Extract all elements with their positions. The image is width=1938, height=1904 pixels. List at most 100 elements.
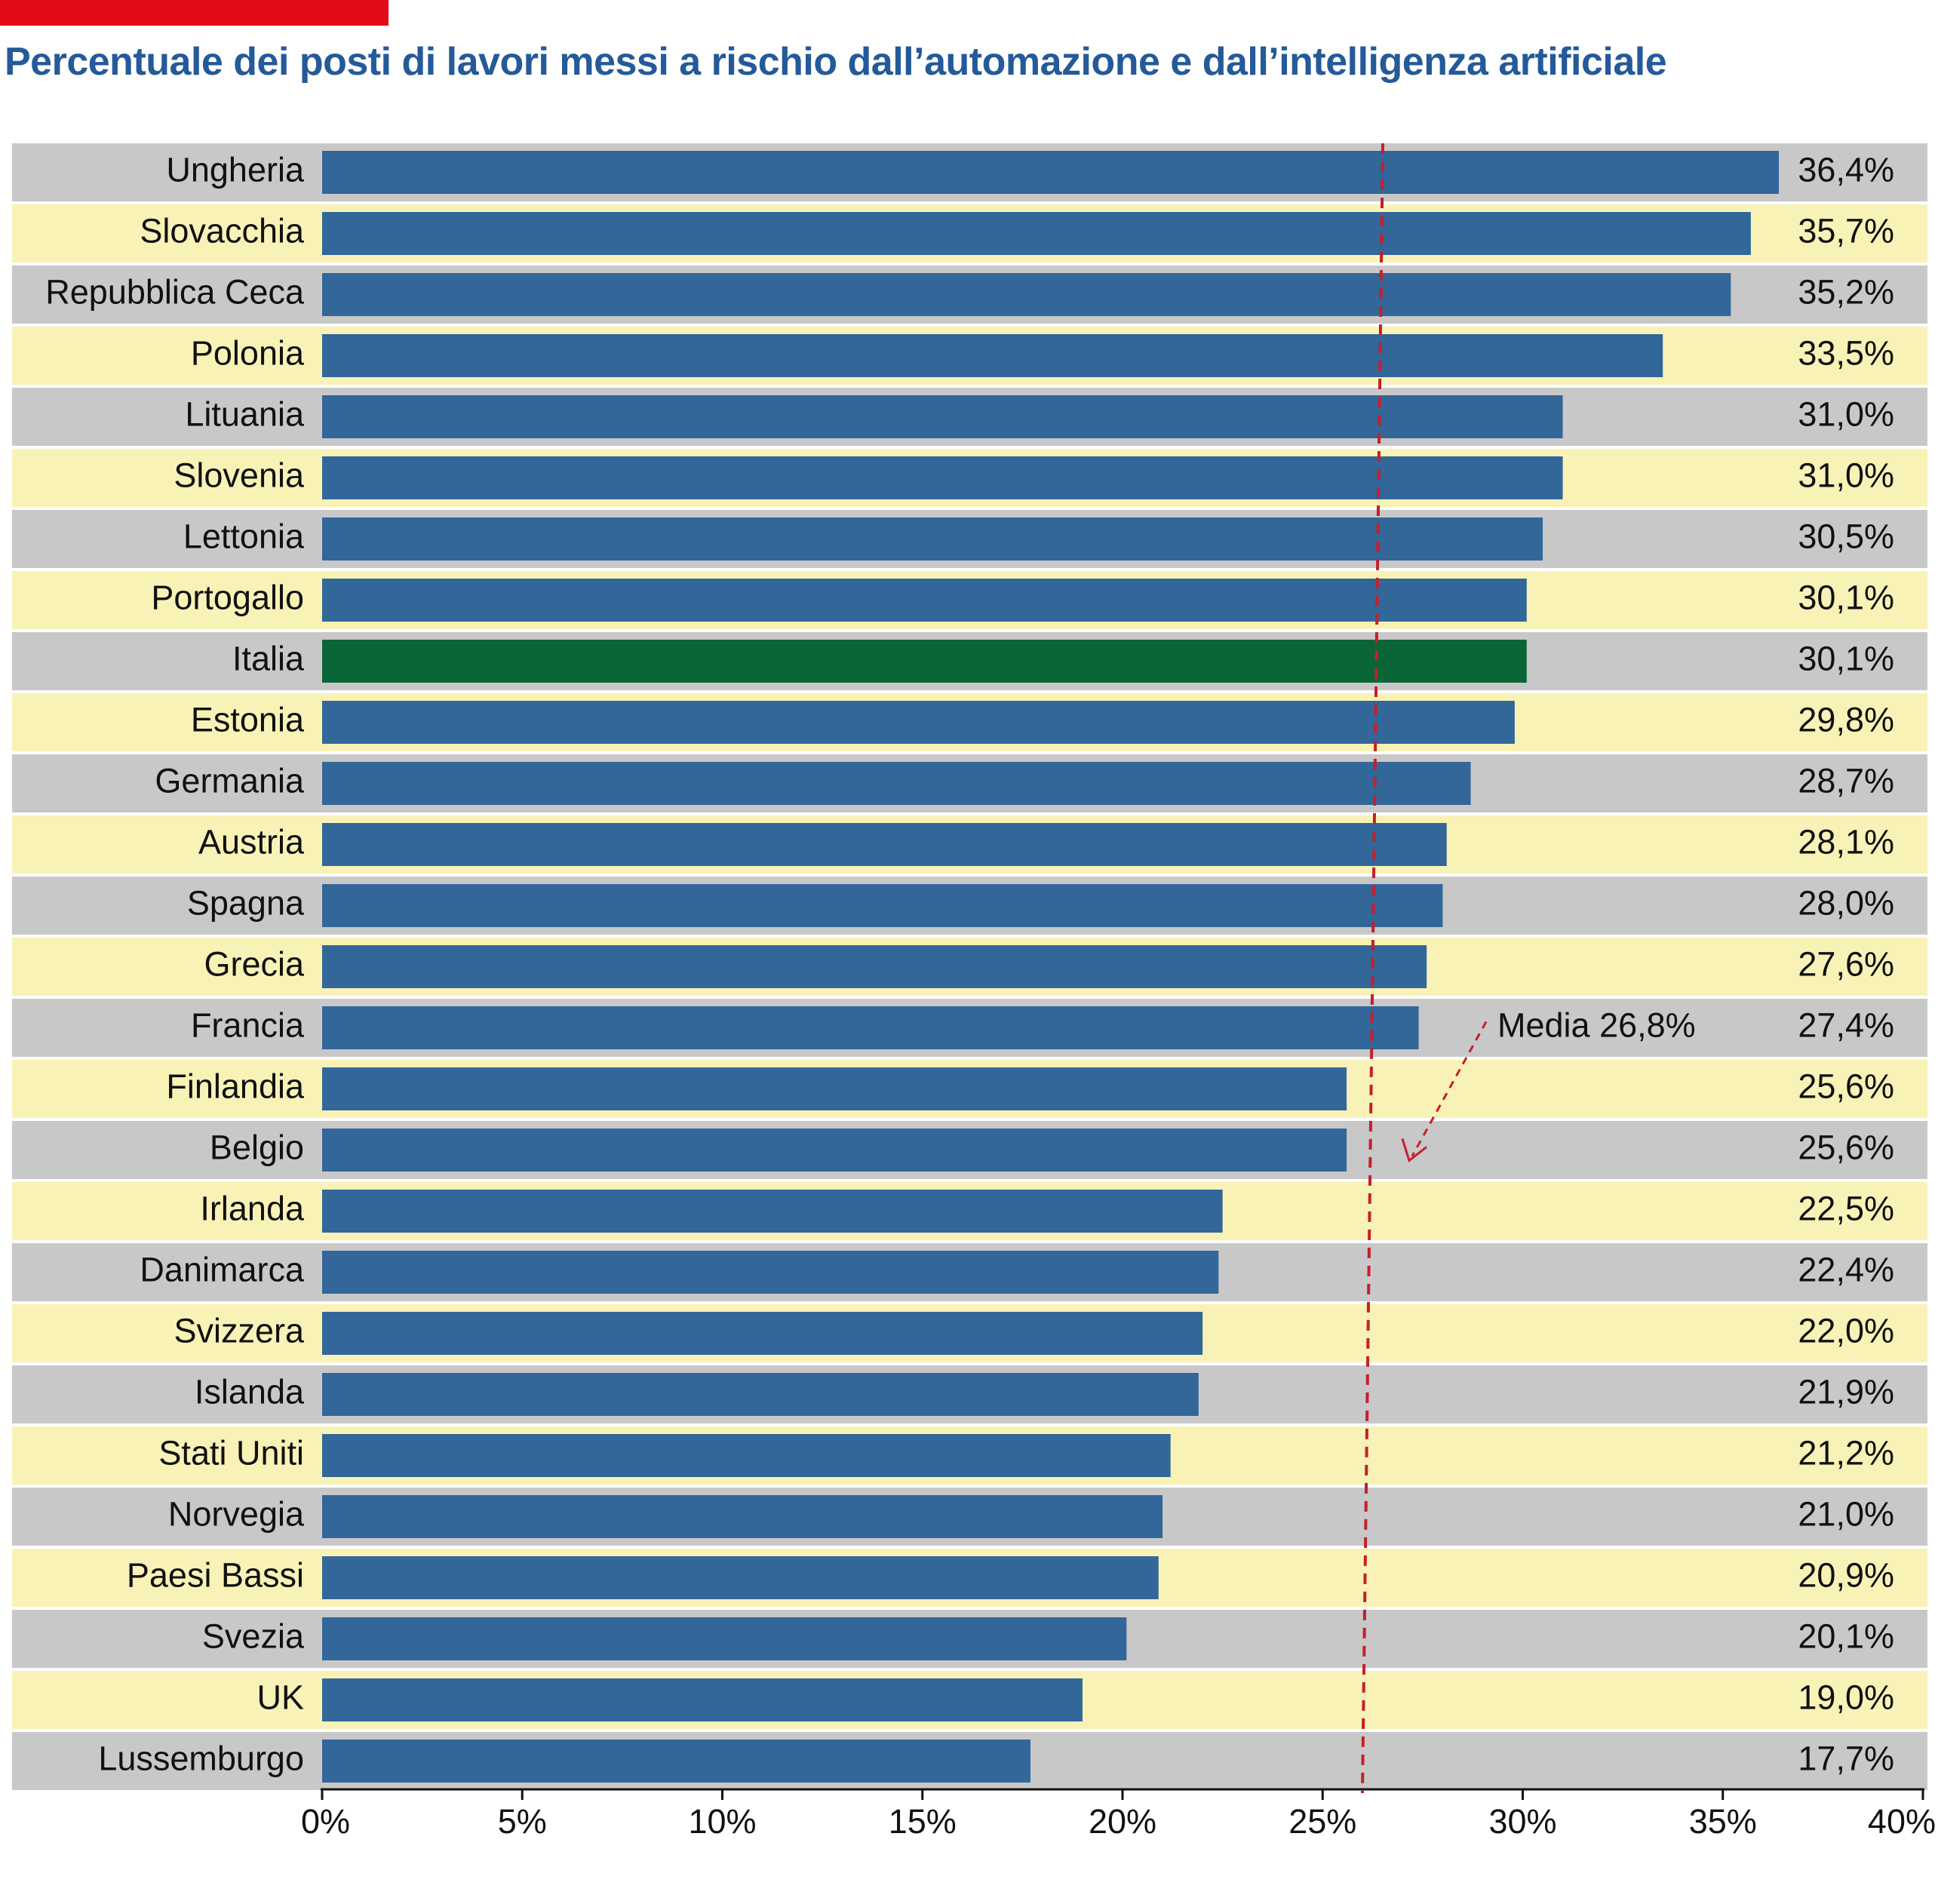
accent-bar (0, 0, 389, 26)
value-label: 22,0% (1798, 1311, 1894, 1350)
bar (322, 456, 1563, 499)
value-label: 21,9% (1798, 1372, 1894, 1411)
x-tick-label: 5% (498, 1802, 547, 1841)
category-label: Slovenia (174, 456, 305, 494)
bar (322, 1251, 1219, 1294)
bar (322, 1006, 1419, 1049)
category-labels: Ungheria Slovacchia Repubblica Ceca Polonia… (45, 150, 305, 1777)
x-tick-label: 10% (688, 1802, 756, 1841)
bar (322, 1556, 1159, 1599)
bar (322, 1617, 1127, 1660)
category-label: Spagna (187, 883, 305, 922)
category-label: Lettonia (183, 517, 305, 555)
bar (322, 579, 1527, 622)
bar (322, 517, 1543, 560)
value-label: 30,1% (1798, 578, 1894, 616)
value-label: 19,0% (1798, 1678, 1894, 1716)
category-label: Islanda (195, 1372, 305, 1411)
category-label: Grecia (204, 944, 305, 983)
value-label: 35,7% (1798, 211, 1894, 250)
category-label: Stati Uniti (158, 1433, 304, 1472)
bar (322, 1373, 1199, 1416)
bar (322, 1067, 1347, 1110)
value-label: 21,2% (1798, 1433, 1894, 1472)
value-label: 36,4% (1798, 150, 1894, 189)
category-label: Danimarca (140, 1250, 305, 1288)
category-label: Belgio (210, 1128, 304, 1166)
category-label: Austria (198, 822, 305, 861)
annotation-arrow (1411, 1021, 1488, 1157)
value-label: 20,9% (1798, 1555, 1894, 1594)
bar (322, 395, 1563, 438)
bar (322, 273, 1731, 316)
x-tick-label: 20% (1089, 1802, 1156, 1841)
mean-line (1361, 143, 1384, 1794)
category-label: Ungheria (166, 150, 305, 189)
value-label: 31,0% (1798, 456, 1894, 494)
x-tick-label: 0% (301, 1802, 350, 1841)
mean-annotation: Media 26,8% (1497, 1006, 1696, 1044)
x-tick-label: 25% (1288, 1802, 1356, 1841)
bar (322, 1129, 1347, 1172)
value-label: 28,7% (1798, 761, 1894, 800)
category-label: Lituania (185, 395, 305, 433)
bar (322, 1434, 1171, 1477)
value-label: 31,0% (1798, 395, 1894, 433)
x-tick-label: 35% (1689, 1802, 1757, 1841)
bars (322, 151, 1780, 1783)
value-label: 20,1% (1798, 1617, 1894, 1655)
value-label: 27,6% (1798, 944, 1894, 983)
bar (322, 151, 1780, 194)
chart-title: Percentuale dei posti di lavori messi a … (5, 40, 1667, 84)
category-label: Slovacchia (140, 211, 305, 250)
value-label: 28,1% (1798, 822, 1894, 861)
category-label: Francia (191, 1006, 305, 1044)
value-label: 35,2% (1798, 272, 1894, 311)
bar (322, 1495, 1163, 1538)
value-label: 22,4% (1798, 1250, 1894, 1288)
bar (322, 1678, 1083, 1721)
value-label: 30,1% (1798, 639, 1894, 677)
bar (322, 640, 1527, 683)
x-tick-label: 30% (1488, 1802, 1556, 1841)
x-tick-label: 15% (889, 1802, 957, 1841)
bar (322, 823, 1447, 866)
value-label: 25,6% (1798, 1067, 1894, 1105)
value-label: 21,0% (1798, 1494, 1894, 1533)
category-label: Svezia (202, 1617, 305, 1655)
value-labels: 36,4% 35,7% 35,2% 33,5% 31,0% 31,0% 30,5% 30,1%… (1798, 150, 1894, 1777)
category-label: Germania (155, 761, 305, 800)
bar (322, 1190, 1223, 1233)
value-label: 33,5% (1798, 333, 1894, 372)
x-tick-label: 40% (1868, 1802, 1936, 1841)
bar (322, 762, 1471, 805)
bar (322, 701, 1515, 744)
category-label: Norvegia (168, 1494, 305, 1533)
value-label: 27,4% (1798, 1006, 1894, 1044)
category-label: Paesi Bassi (127, 1555, 304, 1594)
bar (322, 334, 1663, 377)
value-label: 22,5% (1798, 1189, 1894, 1227)
value-label: 25,6% (1798, 1128, 1894, 1166)
value-label: 30,5% (1798, 517, 1894, 555)
category-label: Lussemburgo (98, 1739, 304, 1777)
bar (322, 212, 1751, 255)
value-label: 17,7% (1798, 1739, 1894, 1777)
mean-line-group: Media 26,8% (1361, 143, 1696, 1794)
category-label: Finlandia (166, 1067, 305, 1105)
category-label: Portogallo (151, 578, 304, 616)
category-label: Repubblica Ceca (45, 272, 305, 311)
annotation-arrowhead (1401, 1138, 1427, 1163)
category-label: UK (256, 1678, 304, 1716)
value-label: 29,8% (1798, 700, 1894, 739)
category-label: Svizzera (174, 1311, 305, 1350)
x-axis: 0% 5% 10% 15% 20% 25% 30% 35% 40% (301, 1788, 1936, 1841)
value-label: 28,0% (1798, 883, 1894, 922)
category-label: Estonia (191, 700, 305, 739)
bar (322, 1740, 1030, 1783)
bar (322, 945, 1427, 988)
category-label: Polonia (191, 333, 305, 372)
category-label: Italia (232, 639, 305, 677)
bar (322, 1312, 1203, 1355)
